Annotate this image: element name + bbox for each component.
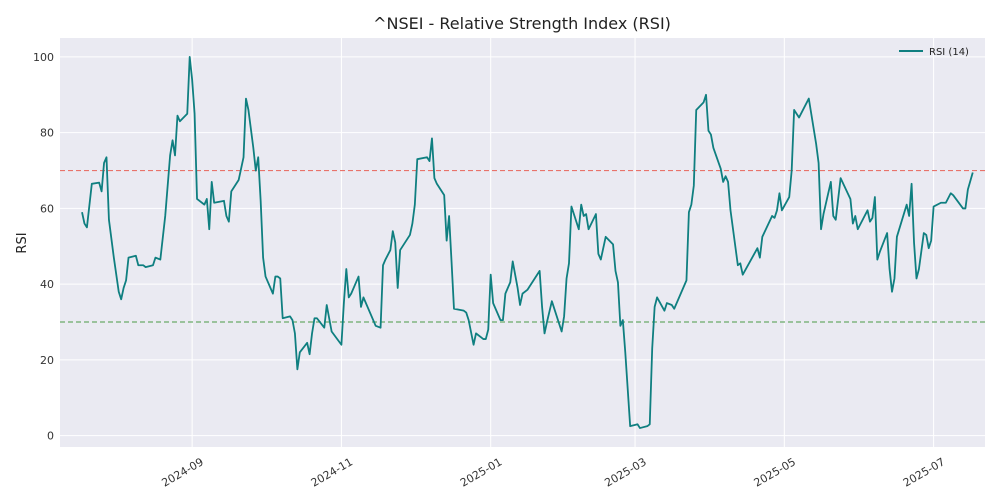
grid-lines	[60, 38, 985, 447]
x-tick-label: 2024-11	[309, 455, 355, 489]
y-tick-labels: 0 20 40 60 80 100	[33, 51, 54, 443]
plot-area	[60, 38, 985, 447]
y-tick-label: 80	[40, 127, 54, 140]
chart-title: ^NSEI - Relative Strength Index (RSI)	[373, 14, 671, 33]
x-tick-label: 2025-01	[458, 455, 504, 489]
y-tick-label: 20	[40, 354, 54, 367]
x-tick-label: 2025-03	[602, 455, 648, 489]
x-tick-label: 2024-09	[159, 455, 205, 489]
legend-label: RSI (14)	[929, 47, 969, 58]
y-tick-label: 0	[47, 430, 54, 443]
y-tick-label: 100	[33, 51, 54, 64]
x-tick-labels: 2024-09 2024-11 2025-01 2025-03 2025-05 2025-…	[159, 455, 947, 489]
y-axis-label: RSI	[15, 232, 30, 253]
series-layer	[81, 56, 974, 429]
x-tick-label: 2025-05	[752, 455, 798, 489]
reference-lines	[60, 169, 985, 323]
y-tick-label: 40	[40, 278, 54, 291]
x-tick-label: 2025-07	[901, 455, 947, 489]
legend: RSI (14)	[899, 47, 969, 58]
y-tick-label: 60	[40, 202, 54, 215]
series-line-rsi	[81, 56, 974, 429]
